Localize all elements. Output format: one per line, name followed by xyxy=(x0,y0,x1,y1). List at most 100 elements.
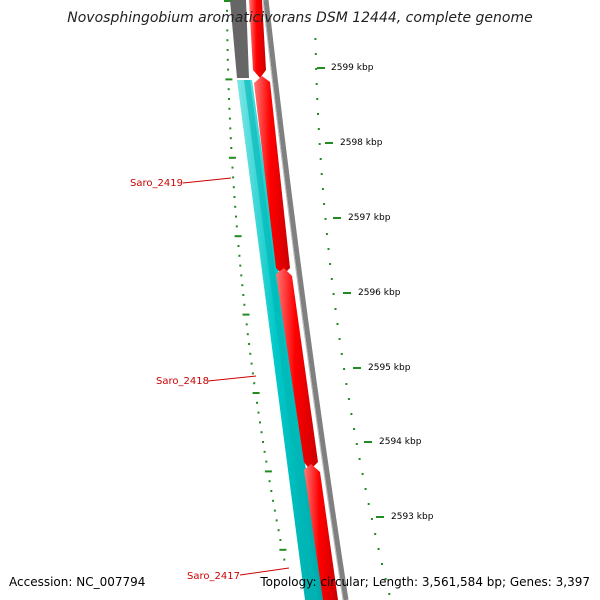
tick-label-2596: 2596 kbp xyxy=(358,288,401,298)
minor-tick xyxy=(316,98,319,100)
forward-gene-saro-2417 xyxy=(304,464,338,600)
minor-tick xyxy=(361,473,364,475)
inner-tick xyxy=(228,107,231,110)
minor-tick xyxy=(355,443,358,445)
minor-tick xyxy=(330,278,333,280)
tick-label-2597: 2597 kbp xyxy=(348,213,391,223)
inner-tick xyxy=(265,460,268,463)
minor-tick xyxy=(323,203,326,205)
inner-tick xyxy=(275,519,278,522)
inner-tick xyxy=(264,470,272,473)
inner-tick xyxy=(227,68,230,71)
inner-tick xyxy=(242,294,245,296)
minor-tick xyxy=(384,578,387,580)
minor-ticks xyxy=(314,38,391,595)
minor-tick xyxy=(332,293,335,295)
inner-tick xyxy=(270,490,273,492)
inner-tick xyxy=(224,0,231,2)
major-tick xyxy=(343,292,351,294)
inner-tick xyxy=(239,264,242,267)
inner-ticks xyxy=(224,0,287,561)
inner-tick xyxy=(238,254,241,257)
inner-tick xyxy=(273,509,276,512)
inner-tick xyxy=(232,176,235,179)
gene-label-saro-2417: Saro_2417 xyxy=(187,571,240,582)
tick-label-2599: 2599 kbp xyxy=(331,63,374,73)
minor-tick xyxy=(321,188,324,190)
minor-tick xyxy=(377,548,380,550)
inner-tick xyxy=(226,29,229,32)
reverse-gene-grey xyxy=(230,0,249,78)
minor-tick xyxy=(315,68,318,70)
tick-label-2595: 2595 kbp xyxy=(368,363,411,373)
minor-tick xyxy=(315,83,318,85)
minor-tick xyxy=(336,323,339,325)
minor-tick xyxy=(353,428,356,430)
inner-tick xyxy=(228,117,231,120)
minor-tick xyxy=(343,368,346,370)
inner-tick xyxy=(250,362,253,365)
inner-tick xyxy=(263,450,266,453)
inner-tick xyxy=(259,421,261,424)
inner-tick xyxy=(235,225,238,228)
inner-tick xyxy=(226,58,229,61)
reverse-gene-cyan-core xyxy=(244,80,318,600)
backbone-arc xyxy=(263,0,349,600)
inner-tick xyxy=(230,147,233,149)
genome-title: Novosphingobium aromaticivorans DSM 1244… xyxy=(67,10,533,26)
minor-tick xyxy=(345,383,348,385)
minor-tick xyxy=(317,128,320,130)
inner-tick xyxy=(272,499,275,502)
minor-tick xyxy=(327,248,330,250)
inner-tick xyxy=(252,392,260,394)
inner-tick xyxy=(241,284,244,287)
inner-tick xyxy=(240,274,243,277)
minor-tick xyxy=(314,38,317,40)
inner-tick xyxy=(229,127,232,130)
inner-tick xyxy=(257,411,260,414)
minor-tick xyxy=(317,113,319,115)
inner-tick xyxy=(277,529,280,532)
forward-gene-saro-2418 xyxy=(276,268,318,470)
inner-tick xyxy=(225,78,233,81)
major-tick xyxy=(364,441,372,443)
minor-tick xyxy=(358,458,361,460)
accession-text: Accession: NC_007794 xyxy=(9,575,146,589)
gene-label-leader xyxy=(182,177,232,184)
inner-tick xyxy=(242,313,250,316)
minor-tick xyxy=(318,143,321,145)
inner-tick xyxy=(228,98,230,100)
inner-tick xyxy=(226,49,229,51)
gene-label-saro-2418: Saro_2418 xyxy=(156,376,209,387)
inner-tick xyxy=(245,323,248,326)
inner-tick xyxy=(246,333,249,336)
inner-tick xyxy=(227,88,230,91)
inner-tick xyxy=(251,372,254,375)
major-tick xyxy=(325,142,333,144)
minor-tick xyxy=(381,563,383,565)
minor-tick xyxy=(319,158,322,160)
inner-tick xyxy=(234,235,242,238)
tick-label-2598: 2598 kbp xyxy=(340,138,383,148)
minor-tick xyxy=(325,233,328,235)
inner-tick xyxy=(228,156,236,159)
minor-tick xyxy=(350,413,353,415)
gene-label-group: Saro_2419 Saro_2418 Saro_2417 xyxy=(130,177,290,582)
minor-tick xyxy=(370,518,373,520)
minor-tick xyxy=(329,263,332,265)
forward-gene-saro-2420 xyxy=(249,0,266,78)
major-tick xyxy=(376,516,384,518)
inner-tick xyxy=(226,39,229,42)
minor-tick xyxy=(340,353,343,355)
inner-tick xyxy=(253,382,256,385)
tick-label-2594: 2594 kbp xyxy=(379,437,422,447)
inner-tick xyxy=(226,19,229,22)
major-tick xyxy=(333,217,341,219)
backbone-arc-highlight xyxy=(262,0,344,600)
gene-label-saro-2419: Saro_2419 xyxy=(130,178,183,189)
inner-tick xyxy=(260,431,263,434)
minor-tick xyxy=(324,218,327,220)
gene-label-leader xyxy=(239,567,290,576)
inner-tick xyxy=(229,137,232,140)
minor-tick xyxy=(338,338,341,340)
